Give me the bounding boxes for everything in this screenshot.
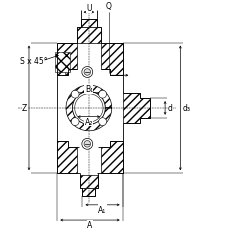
Text: A: A <box>87 220 92 229</box>
Circle shape <box>98 118 106 126</box>
Polygon shape <box>76 28 100 43</box>
Polygon shape <box>72 92 105 125</box>
Circle shape <box>71 118 79 126</box>
Polygon shape <box>100 43 122 76</box>
Text: d: d <box>167 104 172 113</box>
Polygon shape <box>55 53 70 73</box>
Text: Z: Z <box>22 104 27 113</box>
Circle shape <box>84 69 90 76</box>
Text: S x 45°: S x 45° <box>20 57 48 66</box>
Polygon shape <box>100 141 122 174</box>
Circle shape <box>71 91 79 99</box>
Polygon shape <box>66 86 111 131</box>
Text: A₁: A₁ <box>98 205 106 214</box>
Polygon shape <box>122 93 149 124</box>
Polygon shape <box>57 43 76 76</box>
Circle shape <box>84 141 90 147</box>
Circle shape <box>82 67 92 78</box>
Text: B₁: B₁ <box>85 85 93 94</box>
Polygon shape <box>80 19 97 28</box>
Text: U: U <box>86 4 91 13</box>
Polygon shape <box>57 141 76 174</box>
Polygon shape <box>76 96 100 120</box>
Polygon shape <box>79 175 98 189</box>
Text: d₃: d₃ <box>182 104 190 113</box>
Polygon shape <box>82 189 95 196</box>
Polygon shape <box>74 94 103 123</box>
Circle shape <box>98 91 106 99</box>
Circle shape <box>82 139 92 150</box>
Text: A₂: A₂ <box>84 117 93 126</box>
Polygon shape <box>65 65 68 76</box>
Text: Q: Q <box>105 2 111 11</box>
